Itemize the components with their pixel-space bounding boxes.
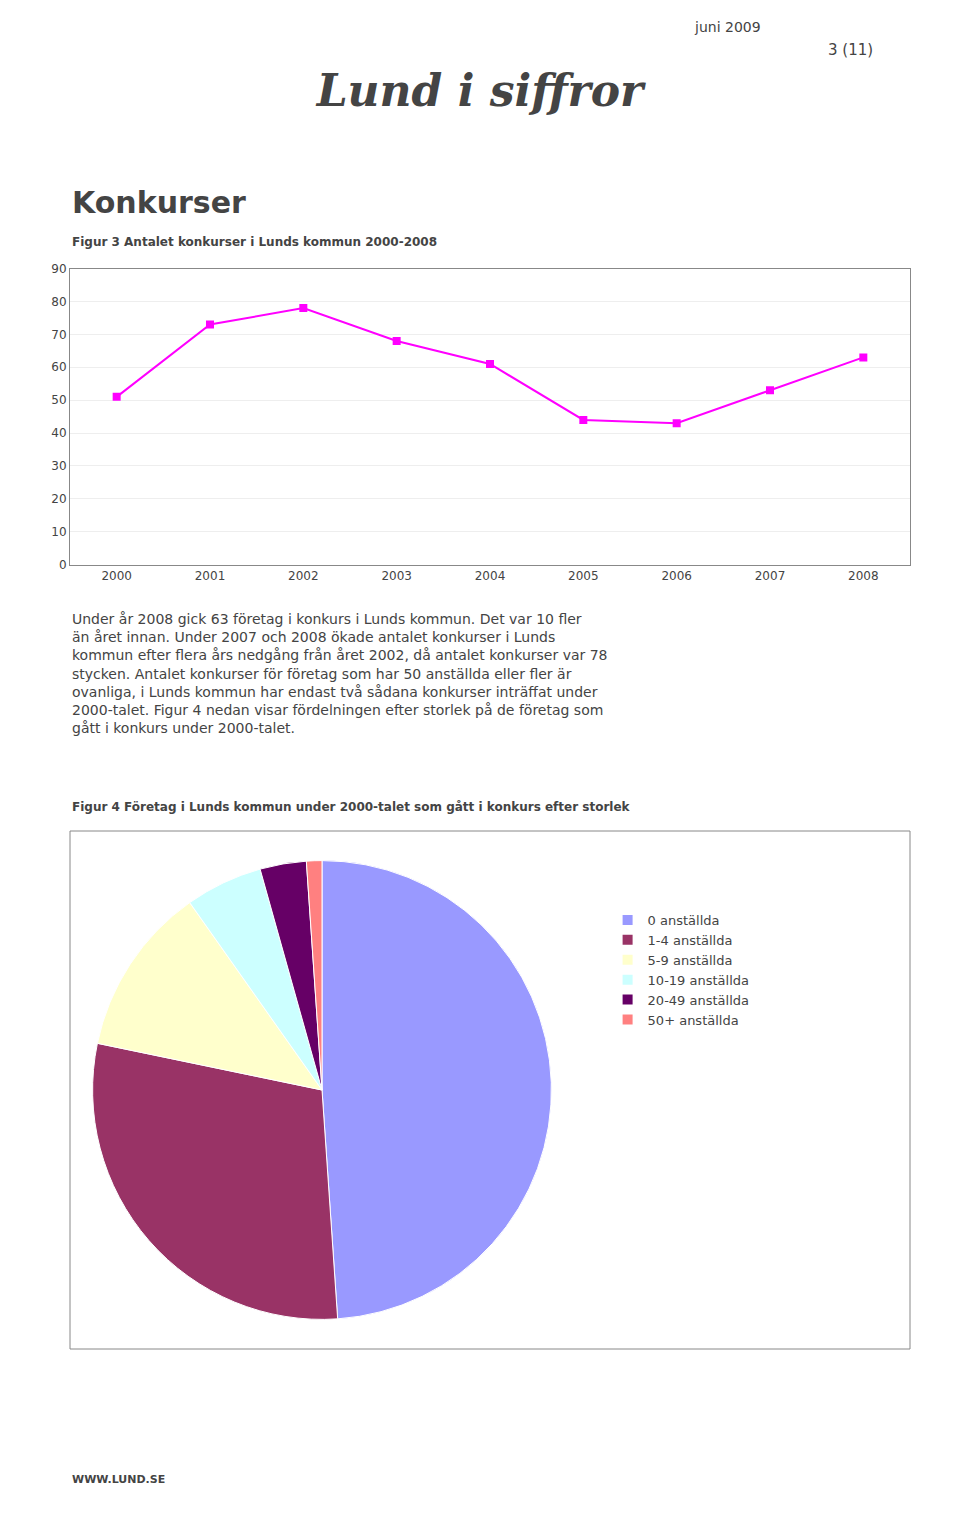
svg-text:40: 40 (51, 426, 66, 440)
svg-text:WWW.LUND.SE: WWW.LUND.SE (72, 1473, 165, 1486)
svg-text:Konkurser: Konkurser (72, 185, 246, 220)
svg-text:10: 10 (51, 525, 66, 539)
svg-text:0: 0 (59, 558, 67, 572)
svg-text:Figur 3 Antalet konkurser i Lu: Figur 3 Antalet konkurser i Lunds kommun… (72, 235, 437, 249)
svg-text:3 (11): 3 (11) (828, 41, 873, 59)
svg-text:90: 90 (51, 262, 66, 276)
svg-text:1-4 anställda: 1-4 anställda (648, 933, 733, 948)
svg-text:5-9 anställda: 5-9 anställda (648, 953, 733, 968)
svg-text:2002: 2002 (288, 569, 319, 583)
svg-text:2003: 2003 (381, 569, 412, 583)
svg-text:2004: 2004 (475, 569, 506, 583)
svg-text:10-19 anställda: 10-19 anställda (648, 973, 749, 988)
svg-text:0 anställda: 0 anställda (648, 913, 720, 928)
svg-text:70: 70 (51, 328, 66, 342)
svg-text:Figur 4 Företag i Lunds kommun: Figur 4 Företag i Lunds kommun under 200… (72, 800, 631, 814)
svg-text:Lund i siffror: Lund i siffror (315, 65, 646, 116)
svg-text:20: 20 (51, 492, 66, 506)
svg-text:2005: 2005 (568, 569, 599, 583)
svg-text:50+ anställda: 50+ anställda (648, 1013, 739, 1028)
svg-text:30: 30 (51, 459, 66, 473)
svg-text:2001: 2001 (195, 569, 226, 583)
svg-text:2007: 2007 (755, 569, 786, 583)
svg-text:2006: 2006 (661, 569, 692, 583)
svg-text:Under år 2008 gick 63 företag: Under år 2008 gick 63 företag i konkurs … (72, 611, 608, 736)
svg-text:20-49 anställda: 20-49 anställda (648, 993, 749, 1008)
svg-text:60: 60 (51, 360, 66, 374)
svg-text:juni 2009: juni 2009 (694, 19, 761, 35)
svg-text:2000: 2000 (101, 569, 132, 583)
svg-text:50: 50 (51, 393, 66, 407)
svg-text:2008: 2008 (848, 569, 879, 583)
svg-text:80: 80 (51, 295, 66, 309)
